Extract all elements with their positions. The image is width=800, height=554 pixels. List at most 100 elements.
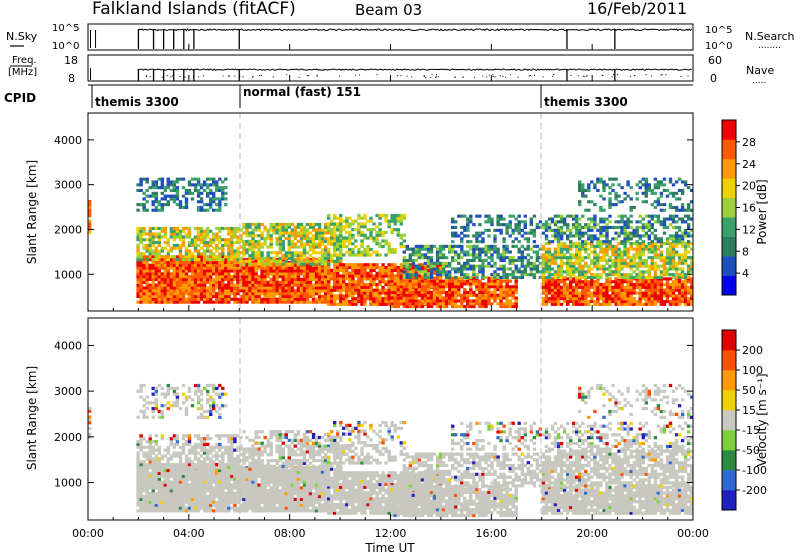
power-cell (281, 222, 285, 226)
power-cell (169, 246, 174, 250)
power-cell (342, 271, 346, 275)
power-cell (562, 275, 567, 279)
power-cell (387, 247, 391, 251)
power-cell (426, 305, 431, 309)
power-cell (575, 283, 579, 287)
power-cell (327, 242, 331, 246)
power-cell (266, 234, 270, 238)
power-cell (187, 277, 192, 281)
power-cell (169, 263, 174, 267)
power-cell (547, 297, 552, 301)
power-cell (157, 300, 161, 304)
power-cell (330, 259, 334, 263)
power-cell (553, 291, 558, 295)
power-cell (587, 228, 591, 232)
power-cell (233, 261, 237, 265)
power-cell (196, 243, 201, 247)
power-cell (163, 283, 167, 287)
power-cell (175, 177, 180, 181)
power-cell (578, 225, 582, 229)
power-cell (626, 240, 630, 244)
power-cell (629, 205, 633, 209)
power-cell (330, 239, 334, 243)
power-cell (175, 294, 180, 298)
power-cell (572, 225, 576, 229)
power-cell (484, 285, 488, 289)
power-cell (187, 263, 192, 267)
power-cell (172, 226, 177, 230)
power-cell (593, 223, 597, 227)
power-cell (227, 232, 231, 236)
power-cell (136, 258, 140, 262)
power-cell (599, 228, 603, 232)
power-cell (405, 247, 409, 251)
power-cell (348, 263, 352, 267)
power-cell (674, 280, 679, 284)
power-cell (230, 280, 234, 284)
power-cell (154, 186, 158, 190)
power-cell (175, 246, 180, 250)
power-cell (553, 270, 558, 274)
power-cell (269, 277, 273, 281)
power-cell (438, 296, 443, 300)
power-cell (487, 290, 491, 294)
power-cell (544, 223, 549, 227)
power-cell (650, 267, 654, 271)
power-cell (435, 293, 440, 297)
power-cell (199, 186, 204, 190)
power-cell (360, 239, 364, 243)
power-cell (227, 226, 231, 230)
power-cell (641, 177, 645, 181)
power-cell (178, 297, 183, 301)
power-cell (438, 282, 443, 286)
power-cell (535, 256, 540, 260)
power-cell (444, 305, 449, 309)
power-cell (475, 279, 479, 283)
power-cell (396, 302, 400, 306)
power-cell (305, 231, 310, 235)
power-cell (263, 259, 267, 263)
power-cell (299, 262, 304, 266)
power-cell (587, 237, 591, 241)
power-cell (154, 294, 158, 298)
power-cell (590, 228, 594, 232)
power-cell (275, 297, 279, 301)
power-cell (290, 266, 295, 270)
power-cell (323, 222, 328, 226)
power-cell (348, 266, 352, 270)
power-cell (523, 214, 527, 218)
power-cell (172, 294, 177, 298)
power-cell (357, 250, 361, 254)
power-cell (680, 256, 685, 260)
power-cell (411, 302, 416, 306)
power-cell (553, 280, 558, 284)
power-cell (327, 297, 331, 301)
power-cell (233, 241, 237, 245)
power-cell (163, 263, 167, 267)
power-cell (233, 297, 237, 301)
power-cell (626, 220, 630, 224)
power-cell (544, 258, 549, 262)
power-cell (556, 291, 561, 295)
power-cell (142, 297, 146, 301)
power-cell (553, 247, 558, 251)
power-cell (396, 299, 400, 303)
nsearch-dots: ........ (758, 41, 781, 51)
power-cell (566, 277, 570, 281)
power-cell (653, 270, 658, 274)
power-cell (411, 273, 416, 277)
power-cell (556, 225, 561, 229)
power-cell (311, 251, 316, 255)
power-cell (215, 266, 219, 270)
power-cell (175, 292, 180, 296)
power-cell (221, 266, 225, 270)
power-cell (511, 231, 515, 235)
power-cell (623, 228, 627, 232)
power-cell (590, 217, 594, 221)
power-cell (366, 236, 370, 240)
power-cell (366, 247, 370, 251)
power-cell (690, 270, 694, 274)
power-cell (393, 274, 397, 278)
power-cell (278, 283, 282, 287)
power-cell (544, 294, 549, 298)
